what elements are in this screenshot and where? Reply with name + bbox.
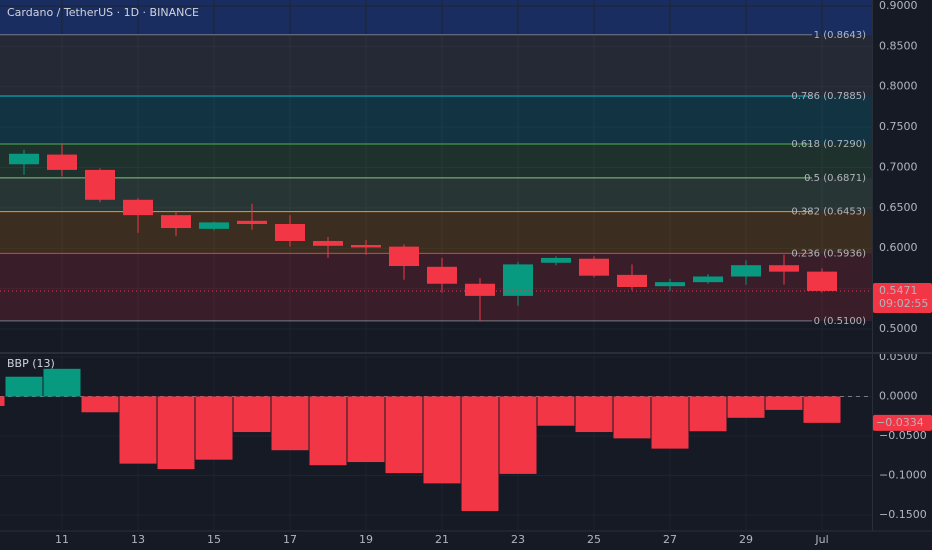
indicator-title: BBP (13) (7, 357, 55, 370)
x-tick-label: 15 (207, 533, 221, 546)
bbp-bar (271, 396, 309, 451)
fib-band (0, 96, 872, 145)
x-tick-label: 29 (739, 533, 753, 546)
bbp-bar (195, 396, 233, 460)
bbp-bar (613, 396, 651, 439)
fib-label: 0.618 (0.7290) (791, 139, 866, 150)
fib-band (0, 211, 872, 254)
x-tick-label: 21 (435, 533, 449, 546)
bbp-bar (385, 396, 423, 474)
candle-body (465, 283, 495, 296)
candle-body (47, 154, 77, 170)
fib-band (0, 34, 872, 97)
candle-body (617, 274, 647, 287)
candle-body (9, 153, 39, 165)
chart-title: Cardano / TetherUS · 1D · BINANCE (7, 6, 199, 19)
x-tick-label: Jul (814, 533, 828, 546)
candle-body (85, 169, 115, 200)
y-tick-label: 0.0500 (879, 350, 918, 363)
candle-body (123, 199, 153, 216)
bbp-bar (537, 396, 575, 426)
candle-body (541, 257, 571, 263)
axes: 0.9000 0.8500 0.8000 0.7500 0.7000 0.6500 0.60… (55, 0, 932, 546)
fib-label: 0.382 (0.6453) (791, 207, 866, 218)
y-tick-label: 0.7000 (879, 160, 918, 173)
bbp-bar (803, 396, 841, 423)
candle-body (389, 246, 419, 266)
bbp-bar (461, 396, 499, 512)
fib-band (0, 144, 872, 178)
x-tick-label: 17 (283, 533, 297, 546)
price-pane: 1 (0.8643) 0.786 (0.7885) 0.618 (0.7290) 0.… (0, 0, 872, 352)
fib-band (0, 253, 872, 321)
bbp-bar (765, 396, 803, 410)
last-price-tag (873, 282, 932, 313)
countdown-label: 09:02:55 (879, 297, 928, 310)
fib-label: 1 (0.8643) (814, 30, 866, 41)
fib-label: 0.236 (0.5936) (791, 248, 866, 259)
fib-label: 0.5 (0.6871) (804, 173, 866, 184)
bbp-bar (499, 396, 537, 474)
x-tick-label: 27 (663, 533, 677, 546)
y-tick-label: −0.0500 (879, 429, 927, 442)
bbp-bar (727, 396, 765, 418)
fib-label: 0 (0.5100) (814, 316, 866, 327)
bbp-bar (157, 396, 195, 470)
candle-body (275, 224, 305, 241)
bbp-bar (689, 396, 727, 432)
x-tick-label: 13 (131, 533, 145, 546)
candle-body (351, 245, 381, 248)
y-tick-label: 0.8500 (879, 39, 918, 52)
candle-body (237, 220, 267, 225)
bbp-bar (119, 396, 157, 464)
last-price-label: 0.5471 (879, 284, 918, 297)
y-tick-label: 0.0000 (879, 389, 918, 402)
x-tick-label: 19 (359, 533, 373, 546)
fib-label: 0.786 (0.7885) (791, 91, 866, 102)
bbp-bar (651, 396, 689, 449)
bbp-bar (233, 396, 271, 433)
y-tick-label: 0.7500 (879, 120, 918, 133)
bbp-bar (423, 396, 461, 484)
bbp-bar (5, 376, 43, 397)
candle-body (655, 282, 685, 287)
candle-body (807, 271, 837, 291)
candle-body (199, 222, 229, 229)
bbp-bar (43, 368, 81, 397)
candle-body (161, 215, 191, 229)
bbp-bar (575, 396, 613, 433)
y-tick-label: 0.9000 (879, 0, 918, 12)
bbp-tag (873, 414, 932, 431)
bbp-last-label: −0.0334 (876, 416, 924, 429)
candle-body (313, 240, 343, 246)
bbp-bar (347, 396, 385, 463)
candle-body (579, 258, 609, 276)
y-tick-label: −0.1500 (879, 508, 927, 521)
y-tick-label: −0.1000 (879, 468, 927, 481)
y-tick-label: 0.8000 (879, 80, 918, 93)
y-tick-label: 0.6000 (879, 241, 918, 254)
candle-body (427, 266, 457, 284)
bbp-bar (0, 396, 5, 406)
candle-body (731, 265, 761, 277)
bbp-bar (81, 396, 119, 413)
candle-body (693, 276, 723, 283)
x-tick-label: 25 (587, 533, 601, 546)
y-tick-label: 0.6500 (879, 201, 918, 214)
y-tick-label: 0.5000 (879, 322, 918, 335)
bbp-pane (0, 355, 872, 530)
x-tick-label: 23 (511, 533, 525, 546)
bbp-bar (309, 396, 347, 466)
candle-body (769, 265, 799, 272)
x-tick-label: 11 (55, 533, 69, 546)
